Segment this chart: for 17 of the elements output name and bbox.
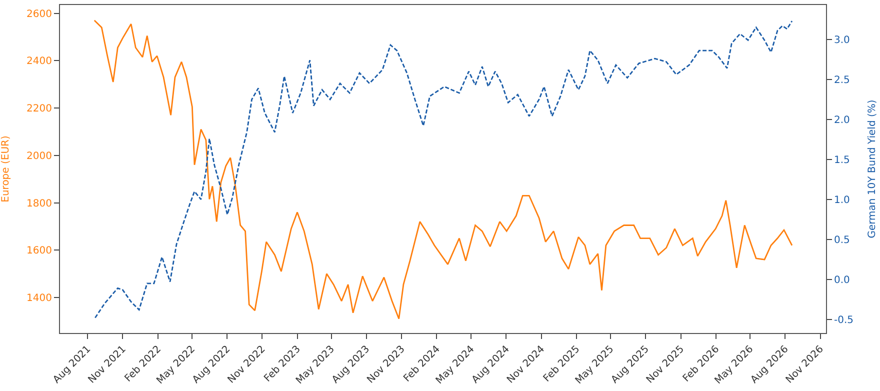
y-tick-label: 1400 (26, 292, 52, 304)
y-axis-title: Europe (EUR) (0, 136, 12, 202)
y-tick-label: 2400 (26, 56, 52, 68)
y2-tick-label: 1.5 (834, 154, 850, 166)
y-tick-label: 2600 (26, 8, 52, 20)
y2-axis-title: German 10Y Bund Yield (%) (867, 100, 878, 238)
y2-tick-label: 2.0 (834, 114, 850, 126)
y2-tick-label: 0.0 (834, 274, 850, 286)
y2-tick-label: 1.0 (834, 194, 850, 206)
y2-tick-label: 2.5 (834, 74, 850, 86)
y-tick-label: 1800 (26, 198, 52, 210)
y2-tick-label: -0.5 (834, 314, 854, 326)
y-tick-label: 1600 (26, 246, 52, 257)
y-tick-label: 2200 (26, 104, 52, 115)
y2-tick-label: 0.5 (834, 234, 850, 246)
y2-tick-label: 3.0 (834, 34, 850, 46)
y-tick-label: 2000 (26, 150, 52, 162)
